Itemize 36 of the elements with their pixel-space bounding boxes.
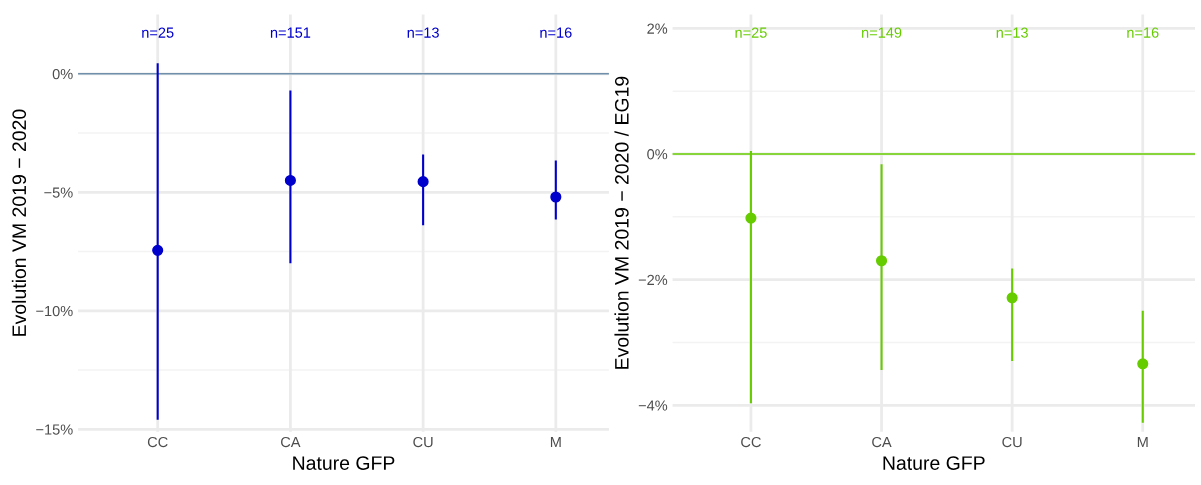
x-tick-label: M xyxy=(550,437,561,448)
y-tick-label: −2% xyxy=(638,274,668,286)
x-tick-label: M xyxy=(1137,437,1148,448)
x-tick-label: CC xyxy=(741,436,761,448)
point xyxy=(1006,292,1018,304)
point xyxy=(875,255,888,267)
annotation: n=151 xyxy=(270,27,311,38)
annotation: n=13 xyxy=(407,27,439,38)
y-tick-label: −15% xyxy=(36,424,73,435)
y-tick-label: 0% xyxy=(647,149,668,160)
y-tick-label: −5% xyxy=(44,187,73,198)
annotation: n=149 xyxy=(862,27,902,38)
point xyxy=(417,176,429,188)
x-axis-title: Nature GFP xyxy=(293,456,395,470)
y-axis-title: Evolution VM 2019 − 2020 / EG19 xyxy=(614,76,629,369)
point xyxy=(1137,358,1149,370)
x-axis-title: Nature GFP xyxy=(883,456,985,470)
annotation: n=16 xyxy=(540,27,572,38)
y-tick-label: 0% xyxy=(52,68,73,80)
point xyxy=(745,212,757,224)
y-tick-label: 2% xyxy=(647,23,668,34)
annotation: n=25 xyxy=(735,27,767,38)
x-tick-label: CU xyxy=(1002,436,1022,448)
y-tick-label: −4% xyxy=(638,400,668,411)
x-tick-label: CA xyxy=(872,436,892,448)
x-tick-label: CU xyxy=(413,436,433,448)
annotation: n=16 xyxy=(1127,27,1159,38)
y-axis-title: Evolution VM 2019 − 2020 xyxy=(11,109,27,336)
point xyxy=(284,174,296,186)
y-tick-label: −10% xyxy=(36,305,73,317)
annotation: n=25 xyxy=(142,27,174,38)
x-tick-label: CC xyxy=(147,436,168,448)
point xyxy=(152,244,164,256)
point xyxy=(550,191,562,203)
annotation: n=13 xyxy=(996,27,1028,38)
x-tick-label: CA xyxy=(281,436,301,448)
